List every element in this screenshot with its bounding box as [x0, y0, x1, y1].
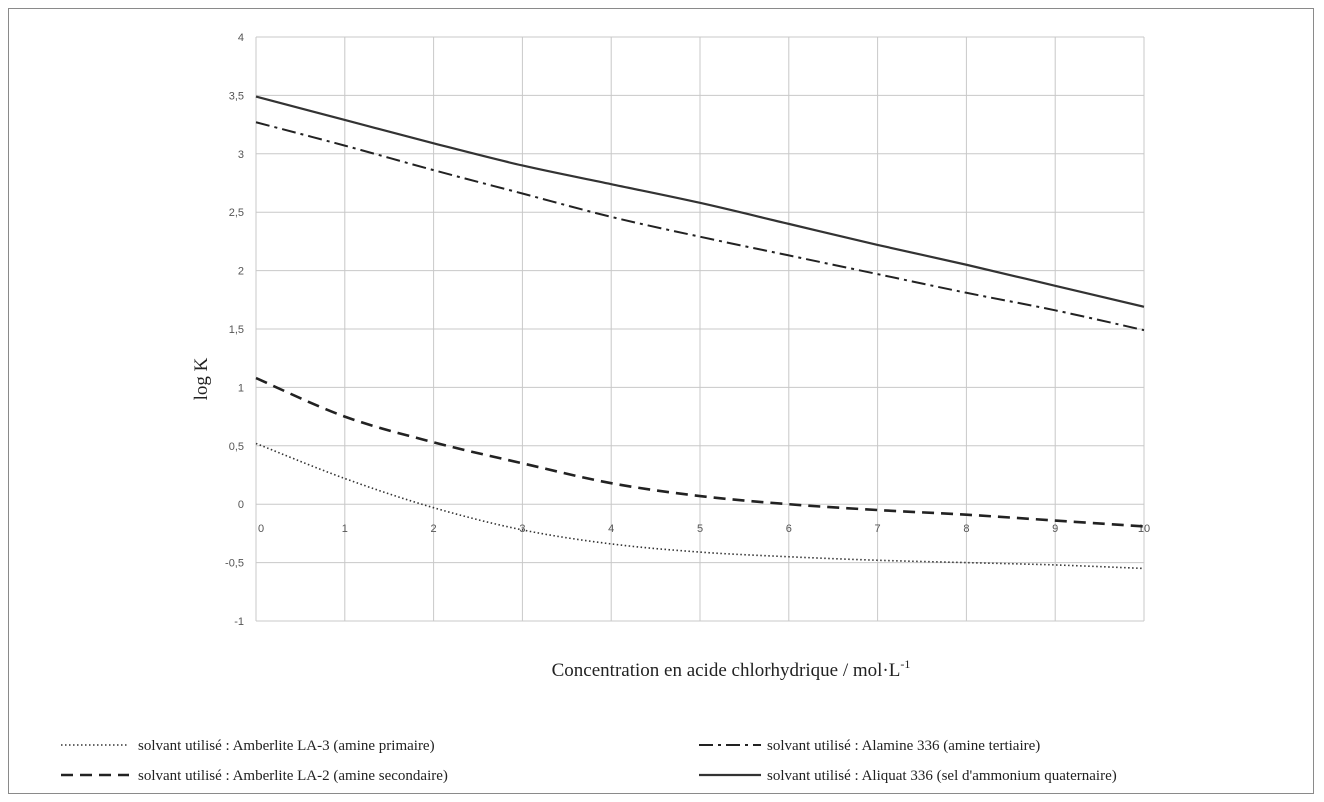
legend: solvant utilisé : Amberlite LA-3 (amine …	[61, 738, 1117, 784]
legend-item-la3: solvant utilisé : Amberlite LA-3 (amine …	[61, 738, 435, 754]
y-tick-label: 1	[238, 382, 244, 394]
x-tick-label: 5	[697, 523, 703, 535]
series-line-alamine	[255, 121, 1145, 332]
x-tick-label: 6	[786, 523, 792, 535]
y-tick-label: 1,5	[229, 324, 244, 336]
y-tick-label: 3	[238, 149, 244, 161]
legend-label-la2: solvant utilisé : Amberlite LA-2 (amine …	[138, 768, 448, 784]
series-layer	[255, 95, 1145, 570]
series-line-aliquat	[255, 95, 1145, 308]
x-axis-label-superscript: -1	[900, 657, 910, 671]
x-axis-label-main: Concentration en acide chlorhydrique / m…	[552, 660, 901, 681]
y-tick-label: -0,5	[225, 558, 244, 570]
legend-item-aliquat: solvant utilisé : Aliquat 336 (sel d'amm…	[699, 768, 1117, 784]
y-tick-label: 4	[238, 32, 244, 44]
x-tick-label: 1	[342, 523, 348, 535]
x-tick-labels: 0 1 2 3 4 5 6 7 8 9 10	[258, 523, 1150, 535]
chart-svg: -1-0,500,511,522,533,54 0 1 2 3 4 5 6 7 8 9 10 log…	[61, 32, 1150, 784]
y-tick-label: -1	[234, 616, 244, 628]
x-tick-label: 9	[1052, 523, 1058, 535]
legend-label-la3: solvant utilisé : Amberlite LA-3 (amine …	[138, 738, 435, 754]
x-tick-label: 0	[258, 523, 264, 535]
legend-item-la2: solvant utilisé : Amberlite LA-2 (amine …	[61, 768, 448, 784]
grid-layer	[255, 36, 1145, 622]
y-tick-label: 2,5	[229, 207, 244, 219]
legend-item-alamine: solvant utilisé : Alamine 336 (amine ter…	[699, 738, 1040, 754]
x-axis-label: Concentration en acide chlorhydrique / m…	[552, 657, 911, 681]
x-tick-label: 4	[608, 523, 614, 535]
legend-label-aliquat: solvant utilisé : Aliquat 336 (sel d'amm…	[767, 768, 1117, 784]
x-tick-label: 2	[431, 523, 437, 535]
x-tick-label: 8	[963, 523, 969, 535]
legend-label-alamine: solvant utilisé : Alamine 336 (amine ter…	[767, 738, 1040, 754]
y-tick-label: 2	[238, 266, 244, 278]
chart-frame: -1 -0,5 0 0,5 1 1,5 2 2,5 3 3,5 4 0 1 2 3 4 5 6 7 8 9 10 log…	[8, 8, 1314, 794]
y-tick-label: 3,5	[229, 90, 244, 102]
series-line-la3	[255, 442, 1145, 570]
series-line-la2	[255, 376, 1145, 528]
y-tick-label: 0	[238, 499, 244, 511]
y-axis-label: log K	[191, 357, 212, 400]
y-tick-labels: -1 -0,5 0 0,5 1 1,5 2 2,5 3 3,5 4	[225, 32, 244, 628]
y-tick-label: 0,5	[229, 441, 244, 453]
x-tick-label: 7	[875, 523, 881, 535]
